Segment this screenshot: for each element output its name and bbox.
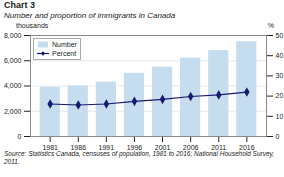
svg-text:8,000: 8,000	[4, 32, 22, 39]
svg-text:2016: 2016	[239, 144, 255, 150]
svg-text:40: 40	[276, 52, 284, 59]
svg-text:0: 0	[276, 133, 280, 140]
html-text:Number and proportion of immig: Number and proportion of immigrants in C…	[4, 11, 176, 20]
svg-text:1986: 1986	[70, 144, 86, 150]
svg-text:0: 0	[18, 133, 22, 140]
html-text:Percent: Percent	[52, 50, 77, 57]
svg-text:2,000: 2,000	[4, 107, 22, 114]
svg-text:2001: 2001	[155, 144, 171, 150]
svg-text:1996: 1996	[127, 144, 143, 150]
svg-text:1991: 1991	[99, 144, 115, 150]
svg-text:6,000: 6,000	[4, 57, 22, 64]
html-text:Source: Statistics Canada, cen: Source: Statistics Canada, censuses of p…	[4, 150, 275, 165]
html-text:Number: Number	[52, 41, 77, 48]
svg-text:10: 10	[276, 113, 284, 120]
svg-text:1981: 1981	[42, 144, 58, 150]
html-text:thousands: thousands	[16, 22, 49, 29]
svg-text:20: 20	[276, 92, 284, 99]
html-text:Chart 3: Chart 3	[4, 0, 35, 10]
svg-text:4,000: 4,000	[4, 82, 22, 89]
svg-text:2011: 2011	[211, 144, 226, 150]
svg-text:30: 30	[276, 72, 284, 79]
svg-text:2006: 2006	[183, 144, 199, 150]
svg-text:50: 50	[276, 32, 284, 39]
